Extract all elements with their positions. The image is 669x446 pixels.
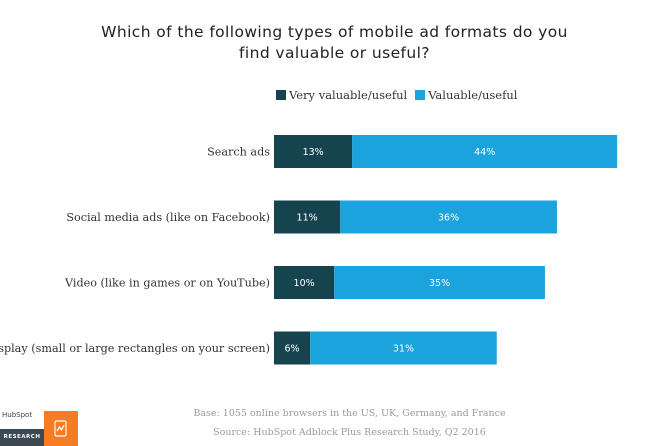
chart-title: Which of the following types of mobile a… xyxy=(0,22,669,64)
chart-title-line-2: find valuable or useful? xyxy=(239,44,430,62)
chart-legend: Very valuable/useful Valuable/useful xyxy=(276,88,525,102)
legend-item-very-valuable: Very valuable/useful xyxy=(276,88,407,102)
bar-valuable-useful-search-ads xyxy=(352,135,618,168)
legend-label-valuable: Valuable/useful xyxy=(428,88,518,102)
data-label-very-valuable-useful-social-media-ads-like-on-facebook: 11% xyxy=(297,213,318,224)
bar-valuable-useful-social-media-ads-like-on-facebook xyxy=(340,200,557,234)
legend-item-valuable: Valuable/useful xyxy=(415,88,517,102)
legend-label-very-valuable: Very valuable/useful xyxy=(289,88,408,102)
footnote-source: Source: HubSpot Adblock Plus Research St… xyxy=(213,427,486,438)
data-label-very-valuable-useful-search-ads: 13% xyxy=(303,147,324,158)
data-label-valuable-useful-display-small-or-large-rectangles-on-your-screen: 31% xyxy=(393,344,414,355)
category-label-social-media-ads-like-on-facebook: Social media ads (like on Facebook) xyxy=(66,211,270,224)
category-label-search-ads: Search ads xyxy=(207,146,270,159)
data-label-valuable-useful-social-media-ads-like-on-facebook: 36% xyxy=(438,213,459,224)
legend-swatch-very-valuable xyxy=(276,90,286,100)
data-label-very-valuable-useful-video-like-in-games-or-on-youtube: 10% xyxy=(294,278,315,289)
research-label: RESEARCH xyxy=(0,429,44,446)
category-label-video-like-in-games-or-on-youtube: Video (like in games or on YouTube) xyxy=(64,277,270,290)
bar-valuable-useful-video-like-in-games-or-on-youtube xyxy=(334,266,545,299)
hubspot-logo: HubSpot xyxy=(2,411,33,419)
data-label-valuable-useful-video-like-in-games-or-on-youtube: 35% xyxy=(429,278,450,289)
data-label-very-valuable-useful-display-small-or-large-rectangles-on-your-screen: 6% xyxy=(285,344,300,355)
data-label-valuable-useful-search-ads: 44% xyxy=(474,147,495,158)
bar-very-valuable-useful-video-like-in-games-or-on-youtube xyxy=(274,266,335,299)
bar-very-valuable-useful-search-ads xyxy=(274,135,353,168)
legend-swatch-valuable xyxy=(415,90,426,100)
bar-very-valuable-useful-display-small-or-large-rectangles-on-your-screen xyxy=(274,331,311,365)
research-icon xyxy=(44,411,78,446)
bar-very-valuable-useful-social-media-ads-like-on-facebook xyxy=(274,200,341,234)
footnote-base: Base: 1055 online browsers in the US, UK… xyxy=(193,408,506,419)
bar-chart: Search ads 13% 44% Social media ads (like o… xyxy=(0,135,618,365)
bar-valuable-useful-display-small-or-large-rectangles-on-your-screen xyxy=(310,331,497,365)
footnotes: Base: 1055 online browsers in the US, UK… xyxy=(0,404,669,442)
category-label-display-small-or-large-rectangles-on-your-screen: Display (small or large rectangles on yo… xyxy=(0,342,270,355)
chart-title-line-1: Which of the following types of mobile a… xyxy=(101,23,568,41)
